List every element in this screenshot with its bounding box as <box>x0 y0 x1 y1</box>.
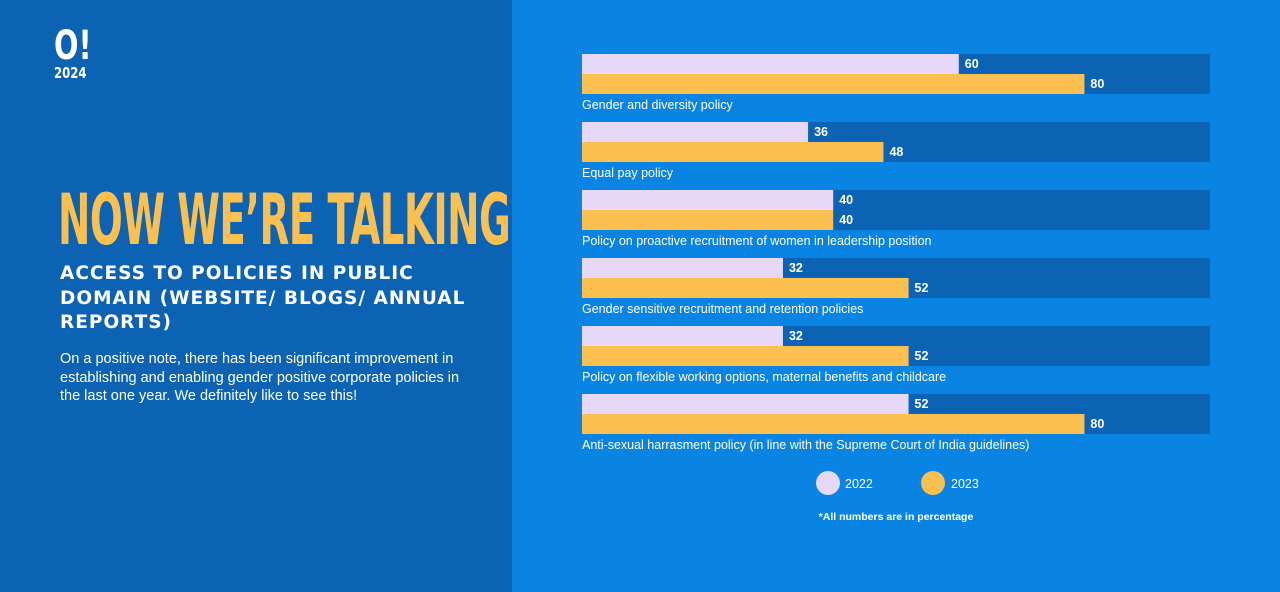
brand-logo: O! 2024 <box>54 26 106 81</box>
category-label: Gender sensitive recruitment and retenti… <box>582 302 863 316</box>
bar-2023 <box>582 142 884 162</box>
brand-mark: O! <box>54 23 92 69</box>
bar-value-label: 80 <box>1090 417 1104 431</box>
bar-2022 <box>582 394 909 414</box>
body-paragraph: On a positive note, there has been signi… <box>60 351 460 404</box>
category-label: Policy on proactive recruitment of women… <box>582 234 932 248</box>
bar-value-label: 52 <box>915 281 929 295</box>
bar-2023 <box>582 74 1085 94</box>
bar-value-label: 52 <box>915 349 929 363</box>
legend-swatch-2023 <box>921 471 945 495</box>
bar-value-label: 80 <box>1090 77 1104 91</box>
subheading: ACCESS TO POLICIES IN PUBLIC DOMAIN (WEB… <box>60 263 466 333</box>
bar-value-label: 52 <box>915 397 929 411</box>
bar-2022 <box>582 122 809 142</box>
category-label: Policy on flexible working options, mate… <box>582 370 946 384</box>
category-label: Equal pay policy <box>582 166 674 180</box>
bar-value-label: 60 <box>965 57 979 71</box>
brand-year: 2024 <box>54 64 87 82</box>
headline: NOW WE’RE TALKING! <box>58 179 528 261</box>
bar-value-label: 32 <box>789 329 803 343</box>
bar-2023 <box>582 210 834 230</box>
chart-footnote: *All numbers are in percentage <box>819 511 974 523</box>
bar-value-label: 36 <box>814 125 828 139</box>
bar-value-label: 32 <box>789 261 803 275</box>
legend-swatch-2022 <box>816 471 840 495</box>
bar-value-label: 48 <box>889 145 903 159</box>
bar-2022 <box>582 326 783 346</box>
left-panel: O! 2024 NOW WE’RE TALKING! ACCESS TO POL… <box>0 0 528 592</box>
legend-label-2023: 2023 <box>951 477 979 491</box>
category-label: Gender and diversity policy <box>582 98 734 112</box>
category-label: Anti-sexual harrasment policy (in line w… <box>582 438 1029 452</box>
bar-2022 <box>582 190 834 210</box>
legend-label-2022: 2022 <box>845 477 873 491</box>
bar-value-label: 40 <box>839 213 853 227</box>
bar-2023 <box>582 414 1085 434</box>
bar-2022 <box>582 54 959 74</box>
bar-2023 <box>582 346 909 366</box>
bar-value-label: 40 <box>839 193 853 207</box>
bar-2022 <box>582 258 783 278</box>
bar-2023 <box>582 278 909 298</box>
